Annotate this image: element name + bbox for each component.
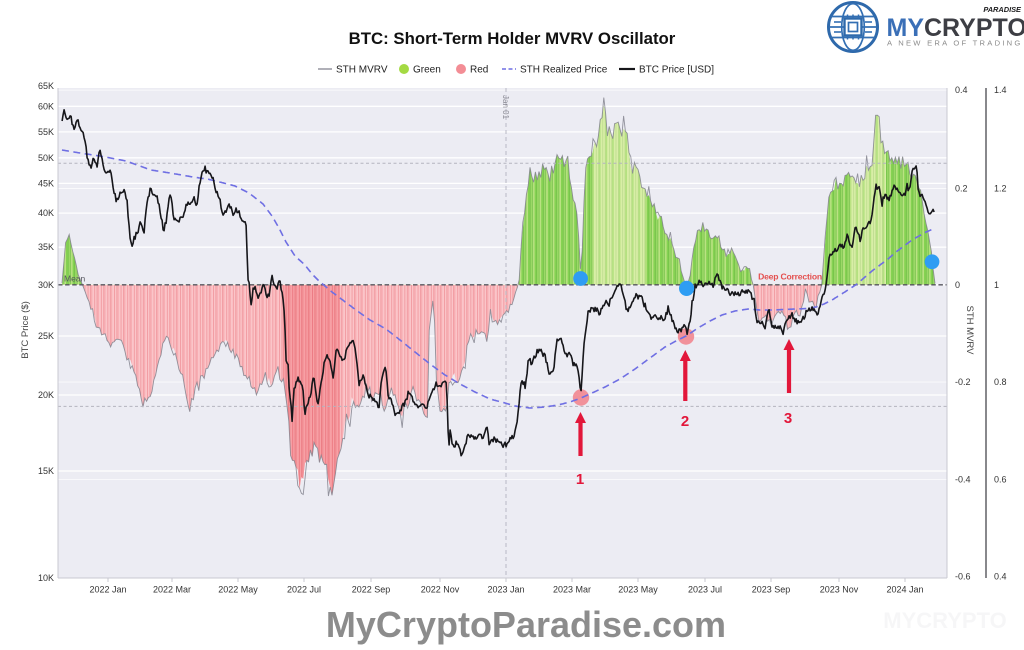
svg-text:40K: 40K bbox=[38, 208, 54, 218]
svg-text:Green: Green bbox=[413, 65, 441, 76]
svg-text:Red: Red bbox=[470, 65, 488, 76]
svg-text:55K: 55K bbox=[38, 127, 54, 137]
svg-text:2022 Jul: 2022 Jul bbox=[287, 585, 321, 595]
svg-text:60K: 60K bbox=[38, 101, 54, 111]
svg-text:0.4: 0.4 bbox=[994, 572, 1007, 582]
svg-text:2024 Jan: 2024 Jan bbox=[886, 585, 923, 595]
svg-text:2023 Mar: 2023 Mar bbox=[553, 585, 591, 595]
svg-text:2022 Mar: 2022 Mar bbox=[153, 585, 191, 595]
svg-text:2023 Nov: 2023 Nov bbox=[820, 585, 859, 595]
svg-text:STH MVRV: STH MVRV bbox=[964, 306, 975, 356]
svg-text:Mean: Mean bbox=[64, 274, 86, 284]
svg-text:20K: 20K bbox=[38, 390, 54, 400]
svg-text:1.2: 1.2 bbox=[994, 184, 1007, 194]
svg-text:1: 1 bbox=[576, 471, 584, 488]
svg-text:BTC: Short-Term Holder MVRV Os: BTC: Short-Term Holder MVRV Oscillator bbox=[349, 29, 676, 48]
svg-text:A NEW ERA OF TRADING: A NEW ERA OF TRADING bbox=[887, 39, 1023, 48]
svg-text:45K: 45K bbox=[38, 178, 54, 188]
svg-text:1: 1 bbox=[994, 280, 999, 290]
svg-text:25K: 25K bbox=[38, 331, 54, 341]
svg-text:0.2: 0.2 bbox=[955, 184, 968, 194]
svg-text:2022 May: 2022 May bbox=[218, 585, 258, 595]
svg-text:PARADISE: PARADISE bbox=[983, 5, 1022, 14]
svg-text:MyCryptoParadise.com: MyCryptoParadise.com bbox=[326, 604, 726, 645]
svg-text:0.6: 0.6 bbox=[994, 474, 1007, 484]
svg-text:2023 Jul: 2023 Jul bbox=[688, 585, 722, 595]
svg-text:1.4: 1.4 bbox=[994, 85, 1007, 95]
svg-text:0: 0 bbox=[955, 280, 960, 290]
svg-text:-0.6: -0.6 bbox=[955, 572, 971, 582]
svg-text:0.8: 0.8 bbox=[994, 377, 1007, 387]
svg-text:35K: 35K bbox=[38, 242, 54, 252]
svg-text:2023 Jan: 2023 Jan bbox=[487, 585, 524, 595]
svg-text:Deep Correction: Deep Correction bbox=[758, 272, 822, 282]
svg-text:-0.2: -0.2 bbox=[955, 377, 971, 387]
svg-text:2022 Jan: 2022 Jan bbox=[89, 585, 126, 595]
svg-text:3: 3 bbox=[784, 410, 792, 427]
svg-text:2: 2 bbox=[681, 413, 689, 430]
svg-text:2023 Sep: 2023 Sep bbox=[752, 585, 791, 595]
svg-text:Jan 01: Jan 01 bbox=[501, 95, 510, 120]
svg-text:2022 Nov: 2022 Nov bbox=[421, 585, 460, 595]
svg-text:-0.4: -0.4 bbox=[955, 474, 971, 484]
svg-text:65K: 65K bbox=[38, 81, 54, 91]
svg-text:2022 Sep: 2022 Sep bbox=[352, 585, 391, 595]
svg-text:BTC Price ($): BTC Price ($) bbox=[20, 301, 31, 359]
svg-text:BTC Price [USD]: BTC Price [USD] bbox=[639, 65, 714, 76]
svg-text:30K: 30K bbox=[38, 280, 54, 290]
svg-text:STH Realized Price: STH Realized Price bbox=[520, 65, 608, 76]
svg-text:2023 May: 2023 May bbox=[618, 585, 658, 595]
svg-text:STH MVRV: STH MVRV bbox=[336, 65, 388, 76]
svg-text:10K: 10K bbox=[38, 573, 54, 583]
svg-text:50K: 50K bbox=[38, 153, 54, 163]
svg-text:0.4: 0.4 bbox=[955, 85, 968, 95]
svg-text:15K: 15K bbox=[38, 466, 54, 476]
svg-text:MYCRYPTO: MYCRYPTO bbox=[883, 608, 1006, 633]
